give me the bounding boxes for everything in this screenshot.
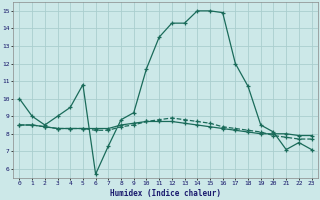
X-axis label: Humidex (Indice chaleur): Humidex (Indice chaleur) — [110, 189, 221, 198]
